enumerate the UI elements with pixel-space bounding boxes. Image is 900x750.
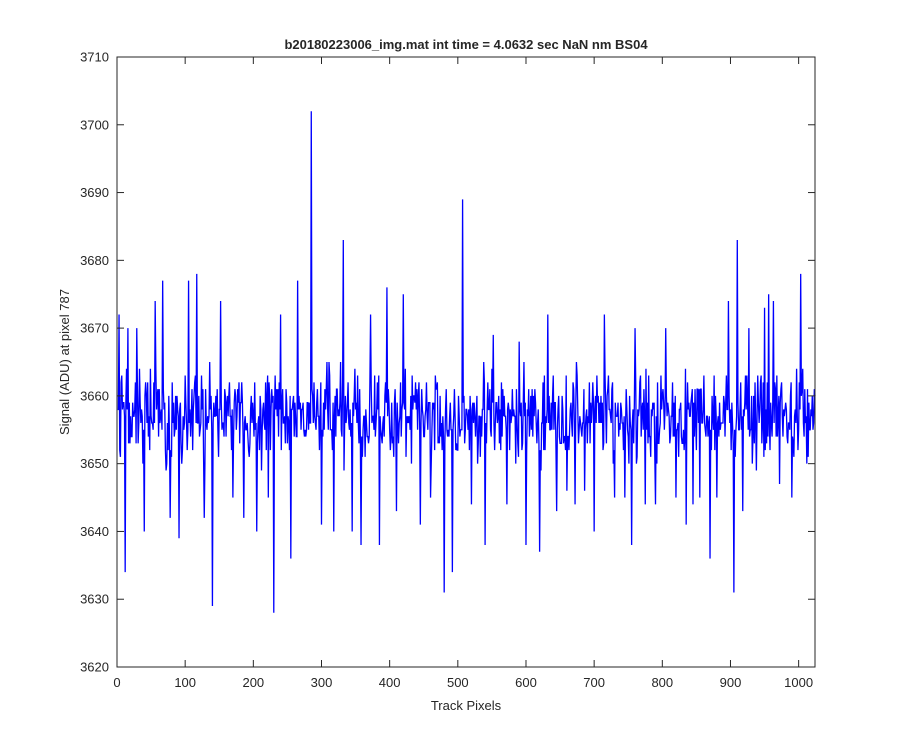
- x-tick-label: 400: [379, 675, 401, 690]
- chart-title: b20180223006_img.mat int time = 4.0632 s…: [284, 37, 648, 52]
- x-tick-label: 200: [242, 675, 264, 690]
- x-tick-label: 1000: [784, 675, 813, 690]
- y-tick-label: 3680: [80, 253, 109, 268]
- y-tick-label: 3630: [80, 592, 109, 607]
- x-tick-label: 900: [720, 675, 742, 690]
- y-tick-label: 3710: [80, 50, 109, 65]
- y-tick-label: 3700: [80, 117, 109, 132]
- axes-box: [116, 56, 816, 668]
- signal-line: [117, 111, 816, 613]
- y-axis-label: Signal (ADU) at pixel 787: [57, 289, 72, 435]
- axes-layer: [116, 56, 816, 668]
- y-tick-label: 3660: [80, 388, 109, 403]
- x-tick-layer: 0 100 200 300 400 500 600 700 800 900 1000: [113, 57, 813, 690]
- y-tick-label: 3690: [80, 185, 109, 200]
- y-tick-label: 3650: [80, 456, 109, 471]
- x-axis-label: Track Pixels: [431, 698, 502, 713]
- x-tick-label: 300: [311, 675, 333, 690]
- x-tick-label: 800: [651, 675, 673, 690]
- x-tick-label: 0: [113, 675, 120, 690]
- y-tick-label: 3670: [80, 321, 109, 336]
- x-tick-label: 600: [515, 675, 537, 690]
- plot-area: [117, 57, 815, 667]
- x-tick-label: 700: [583, 675, 605, 690]
- y-tick-label: 3640: [80, 524, 109, 539]
- y-tick-layer: 3620 3630 3640 3650 3660 3670 3680 3690 3700 3710: [80, 50, 815, 675]
- x-tick-label: 500: [447, 675, 469, 690]
- y-tick-label: 3620: [80, 660, 109, 675]
- x-tick-label: 100: [174, 675, 196, 690]
- data-layer: [117, 111, 816, 613]
